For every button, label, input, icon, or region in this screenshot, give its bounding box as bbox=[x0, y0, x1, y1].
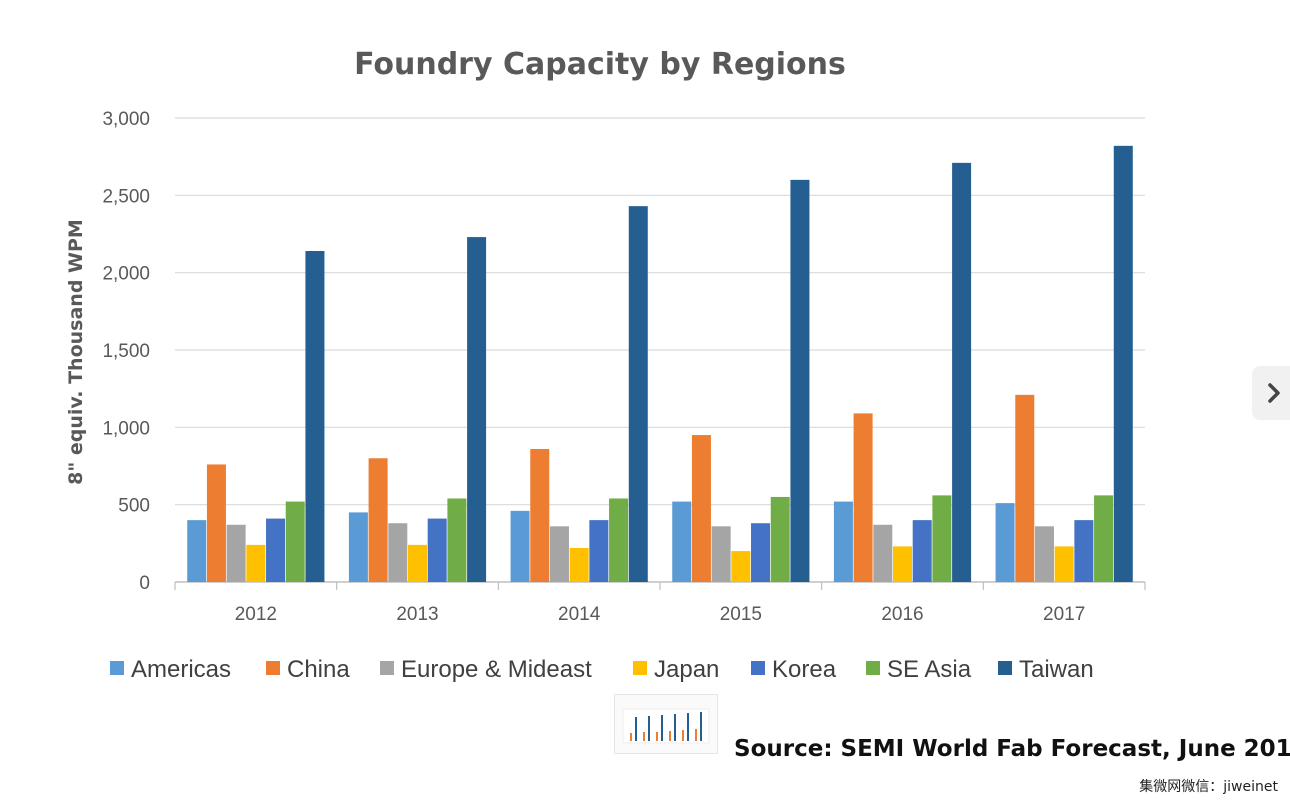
bar-europe-mideast-2014 bbox=[549, 526, 569, 582]
bar-se-asia-2013 bbox=[447, 498, 467, 582]
bar-americas-2016 bbox=[833, 501, 853, 582]
legend-swatch bbox=[751, 661, 765, 675]
legend-swatch bbox=[633, 661, 647, 675]
legend-swatch bbox=[266, 661, 280, 675]
bar-se-asia-2016 bbox=[932, 495, 952, 582]
legend-label: Europe & Mideast bbox=[401, 656, 592, 683]
x-tick-label: 2012 bbox=[235, 604, 277, 625]
legend-swatch bbox=[866, 661, 880, 675]
chevron-right-icon bbox=[1268, 383, 1280, 403]
legend-label: Korea bbox=[772, 656, 837, 683]
bar-korea-2013 bbox=[427, 518, 447, 582]
bar-se-asia-2017 bbox=[1094, 495, 1114, 582]
bar-americas-2013 bbox=[348, 512, 368, 582]
bar-japan-2013 bbox=[408, 544, 427, 582]
bar-taiwan-2015 bbox=[790, 179, 810, 582]
bar-europe-mideast-2017 bbox=[1034, 526, 1054, 582]
watermark: 集微网微信：jiweinet bbox=[1139, 779, 1278, 795]
bar-japan-2014 bbox=[569, 547, 589, 582]
bar-china-2014 bbox=[530, 448, 550, 582]
bar-korea-2015 bbox=[751, 523, 771, 582]
bar-korea-2017 bbox=[1074, 520, 1094, 582]
x-tick-label: 2015 bbox=[720, 604, 762, 625]
legend-item-china[interactable]: China bbox=[266, 656, 350, 683]
legend-item-korea[interactable]: Korea bbox=[751, 656, 837, 683]
legend-swatch bbox=[380, 661, 394, 675]
legend-item-japan[interactable]: Japan bbox=[633, 656, 719, 683]
x-tick-labels: 2012 2013 2014 2015 2016 2017 bbox=[235, 604, 1086, 625]
x-tick-label: 2017 bbox=[1043, 604, 1085, 625]
bar-china-2013 bbox=[368, 458, 388, 582]
bar-korea-2012 bbox=[266, 518, 286, 582]
bar-taiwan-2014 bbox=[628, 206, 648, 582]
bar-europe-mideast-2016 bbox=[873, 524, 893, 582]
bar-taiwan-2016 bbox=[952, 162, 972, 582]
bar-se-asia-2015 bbox=[770, 496, 790, 582]
y-tick-label: 1,000 bbox=[102, 418, 150, 439]
bar-korea-2016 bbox=[912, 520, 932, 582]
bar-taiwan-2012 bbox=[305, 251, 325, 582]
legend-label: SE Asia bbox=[887, 656, 972, 683]
legend-swatch bbox=[110, 661, 124, 675]
bar-korea-2014 bbox=[589, 520, 609, 582]
bar-europe-mideast-2012 bbox=[226, 524, 246, 582]
bar-se-asia-2012 bbox=[285, 501, 305, 582]
bar-japan-2015 bbox=[731, 551, 751, 582]
y-tick-label: 1,500 bbox=[102, 341, 150, 362]
bar-americas-2015 bbox=[672, 501, 692, 582]
y-tick-label: 3,000 bbox=[102, 109, 150, 130]
bar-americas-2012 bbox=[187, 520, 207, 582]
bar-europe-mideast-2013 bbox=[388, 523, 408, 582]
bar-china-2015 bbox=[691, 435, 711, 582]
gridlines bbox=[174, 117, 1146, 590]
legend: Americas China Europe & Mideast Japan Korea S… bbox=[110, 656, 1094, 683]
chart-title: Foundry Capacity by Regions bbox=[354, 47, 846, 82]
chart-thumbnail[interactable] bbox=[614, 694, 718, 754]
bar-japan-2016 bbox=[893, 546, 912, 582]
y-tick-label: 0 bbox=[139, 573, 150, 594]
legend-item-taiwan[interactable]: Taiwan bbox=[998, 656, 1094, 683]
bars bbox=[187, 145, 1133, 583]
legend-swatch bbox=[998, 661, 1012, 675]
legend-label: China bbox=[287, 656, 350, 683]
next-button[interactable] bbox=[1252, 366, 1290, 420]
bar-china-2012 bbox=[206, 464, 226, 582]
bar-japan-2017 bbox=[1054, 546, 1074, 582]
y-tick-label: 2,000 bbox=[102, 264, 150, 285]
legend-item-americas[interactable]: Americas bbox=[110, 656, 231, 683]
legend-label: Japan bbox=[654, 656, 719, 683]
legend-item-se-asia[interactable]: SE Asia bbox=[866, 656, 972, 683]
x-tick-label: 2013 bbox=[396, 604, 438, 625]
legend-label: Americas bbox=[131, 656, 231, 683]
bar-europe-mideast-2015 bbox=[711, 526, 731, 582]
y-tick-label: 2,500 bbox=[102, 186, 150, 207]
y-axis-label: 8" equiv. Thousand WPM bbox=[65, 219, 87, 485]
bar-se-asia-2014 bbox=[609, 498, 629, 582]
bar-japan-2012 bbox=[246, 544, 266, 582]
bar-taiwan-2017 bbox=[1113, 145, 1133, 582]
legend-label: Taiwan bbox=[1019, 656, 1094, 683]
bar-china-2017 bbox=[1015, 394, 1035, 582]
source-note: Source: SEMI World Fab Forecast, June 20… bbox=[734, 736, 1290, 762]
y-tick-labels: 0 500 1,000 1,500 2,000 2,500 3,000 bbox=[102, 109, 150, 594]
bar-china-2016 bbox=[853, 413, 873, 582]
bar-americas-2014 bbox=[510, 510, 530, 582]
bar-americas-2017 bbox=[995, 503, 1015, 582]
bar-taiwan-2013 bbox=[467, 237, 487, 583]
x-tick-label: 2016 bbox=[881, 604, 923, 625]
y-tick-label: 500 bbox=[118, 496, 150, 517]
legend-item-europe-mideast[interactable]: Europe & Mideast bbox=[380, 656, 592, 683]
x-tick-label: 2014 bbox=[558, 604, 601, 625]
